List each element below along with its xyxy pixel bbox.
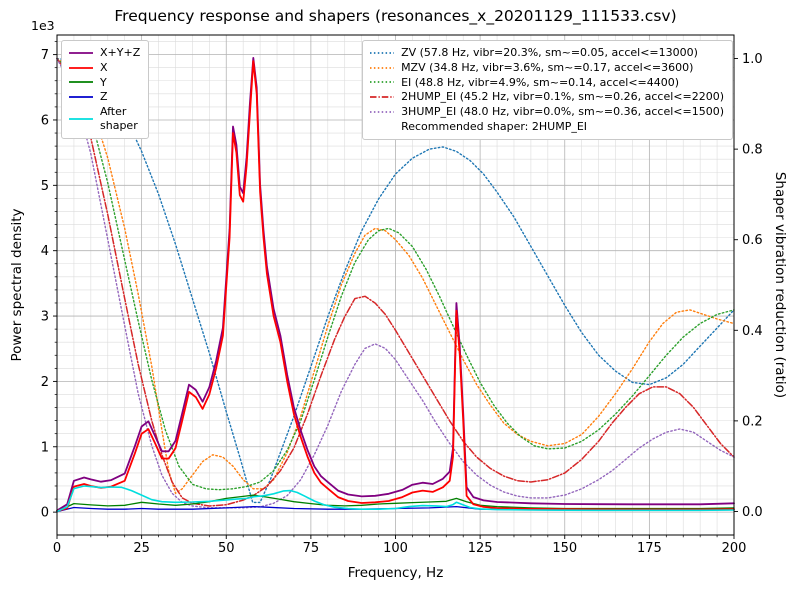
svg-text:0.8: 0.8 [742, 143, 763, 158]
psd-legend: X+Y+Z X Y Z After shaper [61, 40, 150, 139]
svg-text:0: 0 [41, 506, 49, 521]
legend-line-sample [370, 66, 395, 69]
legend-line-sample [69, 81, 93, 84]
legend-recommended-shaper: Recommended shaper: 2HUMP_EI [369, 120, 724, 134]
legend-entry-X: X [68, 61, 140, 75]
svg-text:0.2: 0.2 [742, 414, 763, 429]
legend-label: 3HUMP_EI (48.0 Hz, vibr=0.0%, sm~=0.36, … [401, 105, 724, 118]
legend-label: X+Y+Z [100, 46, 141, 59]
legend-label: Y [100, 75, 107, 89]
svg-text:5: 5 [41, 179, 49, 194]
svg-text:75: 75 [303, 541, 320, 556]
y-axis-left-label: Power spectral density [9, 208, 25, 362]
legend-label: Z [100, 90, 108, 104]
legend-line-sample [370, 96, 395, 99]
legend-label: Recommended shaper: 2HUMP_EI [401, 119, 588, 133]
series-3HUMP_EI [56, 57, 735, 509]
svg-text:0.0: 0.0 [742, 505, 763, 520]
legend-entry-ZV: ZV (57.8 Hz, vibr=20.3%, sm~=0.05, accel… [369, 46, 724, 60]
legend-line-sample [69, 66, 93, 69]
svg-text:2: 2 [41, 375, 49, 390]
legend-label: ZV (57.8 Hz, vibr=20.3%, sm~=0.05, accel… [401, 46, 698, 59]
series-MZV [56, 57, 735, 494]
legend-line-sample [369, 121, 395, 133]
legend-label: 2HUMP_EI (45.2 Hz, vibr=0.1%, sm~=0.26, … [401, 90, 724, 104]
svg-text:0.4: 0.4 [742, 324, 763, 339]
series-ZV [56, 57, 735, 504]
svg-text:175: 175 [637, 541, 662, 556]
svg-text:125: 125 [468, 541, 493, 556]
svg-text:1: 1 [41, 440, 49, 455]
legend-entry-2HUMP_EI: 2HUMP_EI (45.2 Hz, vibr=0.1%, sm~=0.26, … [369, 90, 724, 104]
legend-entry-Z: Z [68, 90, 140, 104]
svg-text:6: 6 [41, 113, 49, 128]
legend-label: After shaper [100, 105, 138, 132]
svg-text:4: 4 [41, 244, 49, 259]
legend-line-sample [370, 110, 395, 113]
shaper-legend: ZV (57.8 Hz, vibr=20.3%, sm~=0.05, accel… [362, 40, 733, 140]
legend-line-sample [69, 96, 93, 99]
svg-text:0.6: 0.6 [742, 233, 763, 248]
svg-text:100: 100 [383, 541, 408, 556]
svg-text:25: 25 [133, 541, 150, 556]
svg-text:150: 150 [552, 541, 577, 556]
legend-line-sample [370, 81, 395, 84]
legend-line-sample [370, 51, 395, 54]
series-2HUMP_EI [56, 57, 735, 507]
x-axis-label: Frequency, Hz [347, 565, 444, 581]
legend-entry-X+Y+Z: X+Y+Z [68, 46, 140, 60]
svg-text:200: 200 [722, 541, 747, 556]
svg-text:3: 3 [41, 310, 49, 325]
legend-entry-EI: EI (48.8 Hz, vibr=4.9%, sm~=0.14, accel<… [369, 76, 724, 90]
legend-line-sample [69, 117, 93, 120]
legend-label: EI (48.8 Hz, vibr=4.9%, sm~=0.14, accel<… [401, 75, 680, 89]
series-Y [56, 494, 735, 513]
legend-entry-3HUMP_EI: 3HUMP_EI (48.0 Hz, vibr=0.0%, sm~=0.36, … [369, 105, 724, 119]
legend-entry-After-shaper: After shaper [68, 105, 140, 133]
svg-text:0: 0 [53, 541, 61, 556]
series-EI [56, 57, 735, 491]
legend-label: MZV (34.8 Hz, vibr=3.6%, sm~=0.17, accel… [401, 60, 694, 74]
y-axis-offset-label: 1e3 [31, 18, 55, 33]
chart-title: Frequency response and shapers (resonanc… [114, 7, 677, 25]
legend-entry-MZV: MZV (34.8 Hz, vibr=3.6%, sm~=0.17, accel… [369, 61, 724, 75]
y-axis-right-label: Shaper vibration reduction (ratio) [772, 171, 788, 399]
svg-text:1.0: 1.0 [742, 52, 763, 67]
legend-entry-Y: Y [68, 76, 140, 90]
series-X [56, 60, 735, 513]
svg-text:7: 7 [41, 48, 49, 63]
legend-label: X [100, 60, 108, 74]
legend-line-sample [69, 51, 93, 54]
series-After-shaper [56, 485, 735, 513]
svg-text:50: 50 [218, 541, 235, 556]
